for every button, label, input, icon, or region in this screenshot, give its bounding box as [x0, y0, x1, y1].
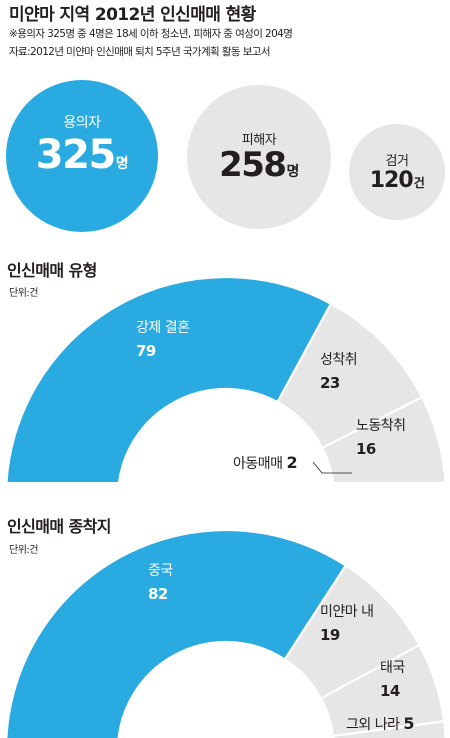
- stat-unit: 명: [286, 164, 300, 180]
- stat-bubble-victims: 피해자 258명: [187, 85, 331, 229]
- segment-3: [331, 720, 447, 738]
- chart2-unit-note: 단위:건: [9, 545, 38, 556]
- segment-text-3: 아동매매 2: [233, 453, 297, 472]
- segment-label-3: 그외 나라: [346, 717, 403, 733]
- segment-value-0: 82: [148, 585, 168, 603]
- segment-0: [5, 528, 348, 738]
- chart2-title: 인신매매 종착지: [7, 517, 111, 536]
- segment-value-3: 5: [403, 714, 414, 733]
- stat-number: 325: [35, 132, 117, 178]
- stat-label: 피해자: [241, 133, 277, 148]
- leader-line-3: [312, 461, 352, 474]
- segment-0: [5, 275, 333, 482]
- segment-label-3: 아동매매: [233, 456, 286, 472]
- type-chart: 강제 결혼 79 성착취 23 노동착취 16 아동매매 2: [5, 275, 447, 482]
- page-title: 미얀마 지역 2012년 인신매매 현황: [9, 5, 256, 25]
- chart1-unit-note: 단위:건: [9, 288, 38, 299]
- source-note: 자료:2012년 미얀마 인신매매 퇴치 5주년 국가계획 활동 보고서: [9, 46, 270, 58]
- segment-label-0: 강제 결혼: [136, 320, 190, 336]
- segment-value-2: 14: [380, 682, 400, 700]
- stat-unit: 명: [115, 156, 129, 172]
- stat-label: 검거: [385, 154, 409, 169]
- segment-label-1: 미얀마 내: [320, 604, 373, 620]
- stat-bubble-arrests: 검거 120건: [349, 124, 445, 220]
- segment-value-3: 2: [286, 453, 297, 472]
- segment-label-2: 노동착취: [356, 418, 406, 434]
- stat-bubble-suspects: 용의자 325명: [6, 80, 158, 232]
- segment-label-2: 태국: [380, 660, 405, 676]
- segment-label-0: 중국: [148, 563, 173, 579]
- footnote: ※용의자 325명 중 4명은 18세 이하 청소년, 피해자 중 여성이 20…: [9, 28, 293, 40]
- segment-text-3: 그외 나라 5: [346, 714, 414, 733]
- segment-2: [320, 395, 447, 482]
- stat-label: 용의자: [63, 115, 101, 131]
- destination-chart: 중국 82 미얀마 내 19 태국 14 그외 나라 5: [5, 528, 447, 738]
- stat-value: 258명: [187, 145, 331, 185]
- segment-value-1: 19: [320, 626, 340, 644]
- stat-number: 120: [369, 168, 414, 193]
- segment-value-2: 16: [356, 440, 376, 458]
- stat-unit: 건: [413, 176, 425, 190]
- segment-value-0: 79: [136, 342, 156, 360]
- segment-value-1: 23: [320, 374, 340, 392]
- stat-value: 325명: [6, 132, 158, 178]
- stat-value: 120건: [349, 168, 445, 193]
- segment-label-1: 성착취: [320, 352, 357, 368]
- stat-number: 258: [219, 145, 287, 185]
- chart1-title: 인신매매 유형: [7, 261, 97, 280]
